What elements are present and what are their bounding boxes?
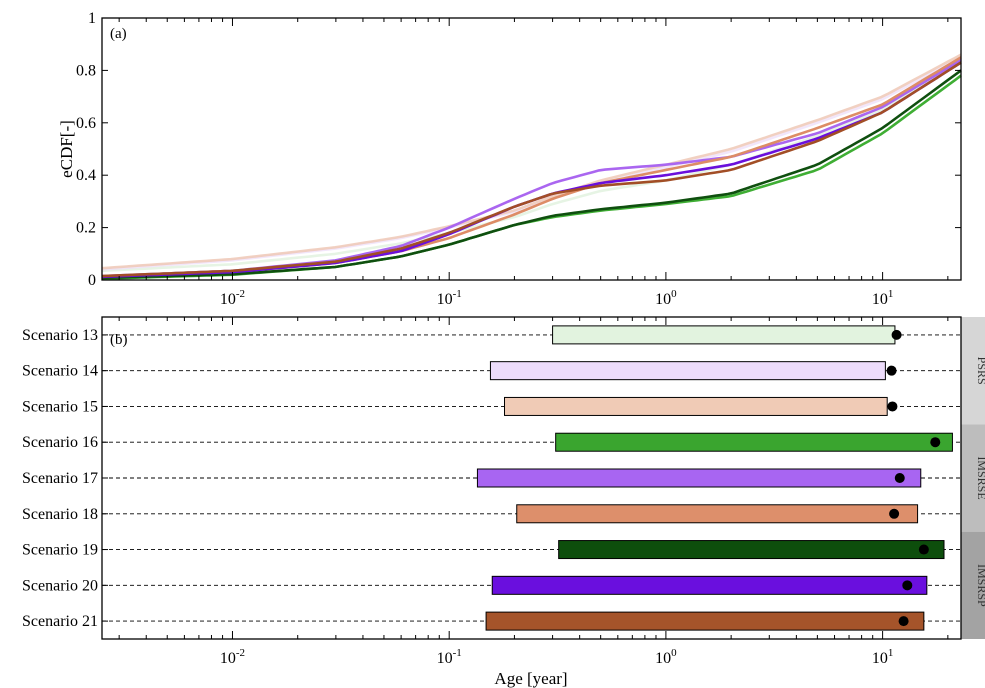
cdf-y-tick-label: 0.2 [76, 220, 96, 237]
scenario-group-band-2 [961, 424, 985, 532]
scenario-label: Scenario 15 [22, 398, 98, 415]
scenario-median-dot-17 [894, 473, 905, 483]
scenario-label: Scenario 21 [22, 613, 98, 630]
scenario-label: Scenario 13 [22, 327, 98, 344]
cdf-series-line-7 [101, 69, 962, 280]
scenario-range-bar-18 [516, 504, 919, 524]
range-x-tick-label: 100 [655, 647, 677, 667]
cdf-series-line-1 [101, 58, 962, 273]
scenario-range-bar-15 [504, 396, 888, 416]
scenario-group-band-1 [961, 317, 985, 425]
scenario-label: Scenario 19 [22, 542, 98, 559]
scenario-group-label: IMSRSE [975, 456, 985, 499]
scenario-range-bar-20 [491, 575, 928, 595]
scenario-label: Scenario 14 [22, 363, 98, 380]
scenario-range-bar-19 [558, 540, 945, 560]
cdf-x-ticks: 10-2 10-1 100 101 [118, 18, 949, 308]
range-x-tick-label: 10-1 [437, 647, 462, 667]
scenario-rows: Scenario 13 Scenario 14 Scenario 15 Scenari… [22, 325, 961, 631]
cdf-y-tick-label: 0.4 [76, 167, 96, 184]
cdf-axes-frame [101, 17, 962, 281]
panel-b-tag: (b) [110, 332, 128, 348]
scenario-range-bar-14 [489, 361, 886, 381]
cdf-panel: 0 0.2 0.4 0.6 0.8 1 10-2 10-1 100 101 (a) eCDF[-… [57, 10, 962, 308]
scenario-label: Scenario 18 [22, 506, 98, 523]
range-x-tick-label: 10-2 [220, 647, 245, 667]
scenario-range-bar-21 [485, 611, 925, 631]
cdf-y-tick-label: 0 [88, 272, 96, 289]
scenario-median-dot-21 [898, 616, 909, 627]
scenario-median-dot-19 [918, 544, 929, 555]
range-x-tick-label: 101 [872, 647, 894, 667]
scenario-group-label: IMSRSP [975, 564, 985, 607]
range-axes-frame [101, 316, 962, 640]
scenario-label: Scenario 16 [22, 434, 98, 451]
cdf-x-tick-label: 10-1 [437, 288, 462, 308]
cdf-y-tick-label: 1 [88, 10, 96, 27]
cdf-series-group [101, 53, 962, 280]
scenario-median-dot-20 [902, 580, 913, 591]
cdf-y-ticks: 0 0.2 0.4 0.6 0.8 1 [76, 10, 961, 289]
cdf-plot-area [102, 18, 961, 280]
scenario-group-label: PSRS [975, 357, 985, 385]
scenario-range-bar-17 [476, 468, 922, 488]
scenario-median-dot-15 [887, 401, 898, 412]
range-x-axis-label: Age [year] [494, 669, 567, 688]
panel-a-tag: (a) [110, 26, 127, 42]
cdf-x-tick-label: 10-2 [220, 288, 245, 308]
cdf-x-tick-label: 100 [655, 288, 677, 308]
cdf-y-tick-label: 0.8 [76, 62, 96, 79]
scenario-median-dot-13 [891, 329, 902, 340]
scenario-group-strip: PSRS IMSRSE IMSRSP [961, 317, 985, 639]
scenario-median-dot-16 [930, 437, 941, 448]
cdf-x-tick-label: 101 [872, 288, 894, 308]
cdf-series-line-3 [101, 53, 962, 270]
cdf-series-line-9 [101, 61, 962, 278]
scenario-median-dot-14 [886, 365, 897, 376]
scenario-range-bar-16 [555, 432, 953, 452]
scenario-label: Scenario 17 [22, 470, 98, 487]
cdf-y-axis-label: eCDF[-] [57, 120, 76, 178]
scenario-median-dot-18 [889, 508, 900, 519]
scenario-range-bar-13 [552, 325, 896, 345]
scenario-group-band-3 [961, 531, 985, 639]
cdf-y-tick-label: 0.6 [76, 115, 96, 132]
scenario-label: Scenario 20 [22, 577, 98, 594]
range-x-ticks: 10-2 10-1 100 101 [118, 317, 949, 667]
